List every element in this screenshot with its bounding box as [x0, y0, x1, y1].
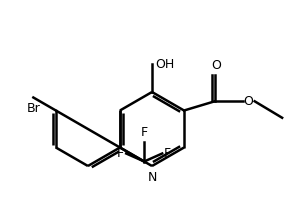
- Text: Br: Br: [26, 102, 40, 114]
- Text: F: F: [141, 126, 148, 140]
- Text: OH: OH: [155, 58, 174, 70]
- Text: N: N: [147, 171, 157, 184]
- Text: O: O: [211, 59, 221, 72]
- Text: O: O: [244, 95, 253, 108]
- Text: F: F: [164, 147, 171, 160]
- Text: F: F: [117, 147, 124, 160]
